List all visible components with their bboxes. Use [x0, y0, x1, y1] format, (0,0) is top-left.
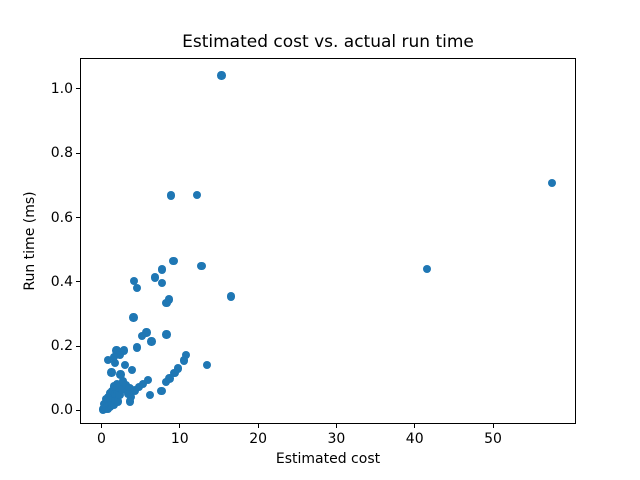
y-tick-label: 0.4	[50, 273, 73, 290]
x-tick-mark	[335, 424, 337, 428]
x-tick-label: 20	[249, 431, 268, 447]
y-tick-label: 0.0	[50, 402, 73, 419]
x-tick-label: 10	[170, 431, 189, 447]
x-tick-mark	[257, 424, 259, 428]
y-tick-label: 1.0	[50, 80, 73, 97]
x-tick-mark	[101, 424, 103, 428]
x-tick-mark	[414, 424, 416, 428]
x-tick-label: 0	[97, 431, 106, 447]
chart-title: Estimated cost vs. actual run time	[182, 32, 474, 52]
x-axis-label: Estimated cost	[275, 451, 381, 467]
y-tick-label: 0.6	[50, 209, 73, 226]
y-axis-label: Run time (ms)	[22, 191, 38, 291]
x-tick-label: 40	[405, 431, 424, 447]
x-tick-label: 30	[327, 431, 346, 447]
y-tick-label: 0.8	[50, 145, 73, 162]
plot-area	[80, 58, 576, 424]
x-tick-mark	[492, 424, 494, 428]
x-tick-mark	[179, 424, 181, 428]
y-tick-label: 0.2	[50, 338, 73, 355]
x-tick-label: 50	[484, 431, 502, 447]
